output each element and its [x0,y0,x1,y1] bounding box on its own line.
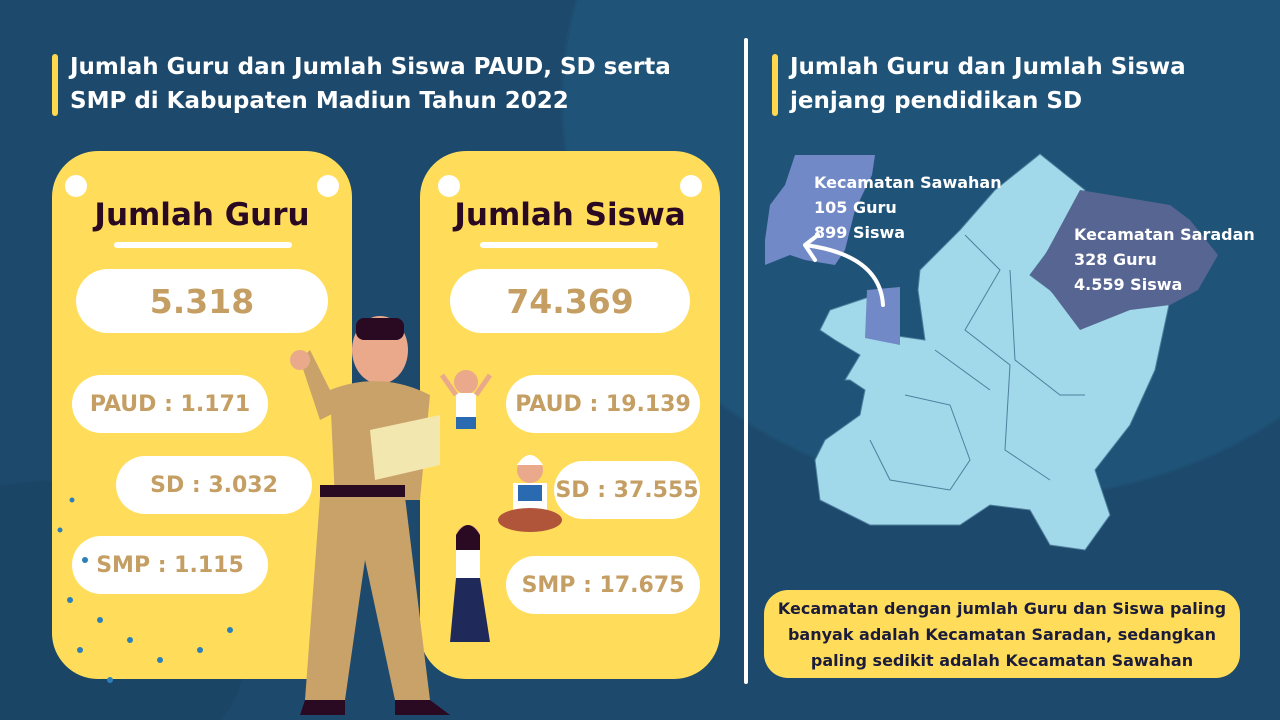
dots-decoration [57,497,233,683]
madiun-map [765,153,1218,551]
guru-sd: SD : 3.032 [116,456,312,514]
siswa-sd: SD : 37.555 [554,461,700,519]
card-hole [317,175,339,197]
divider [744,38,748,684]
arrow-icon [803,233,885,307]
sawahan-guru: 105 Guru [814,198,897,217]
guru-paud: PAUD : 1.171 [72,375,268,433]
card-hole [438,175,460,197]
student-reading-illustration [498,455,562,532]
teacher-illustration [290,316,450,715]
guru-smp: SMP : 1.115 [72,536,268,594]
saradan-name: Kecamatan Saradan [1074,225,1255,244]
card-hole [680,175,702,197]
siswa-smp: SMP : 17.675 [506,556,700,614]
student-boy-illustration [439,370,493,429]
siswa-paud: PAUD : 19.139 [506,375,700,433]
sawahan-label: Kecamatan Sawahan 105 Guru 899 Siswa [814,170,1002,245]
saradan-siswa: 4.559 Siswa [1074,275,1183,294]
right-title: Jumlah Guru dan Jumlah Siswa jenjang pen… [772,50,1212,118]
siswa-total: 74.369 [450,269,690,333]
sawahan-name: Kecamatan Sawahan [814,173,1002,192]
sawahan-siswa: 899 Siswa [814,223,906,242]
student-girl-illustration [450,525,490,642]
siswa-heading: Jumlah Siswa [454,197,686,233]
guru-total: 5.318 [76,269,328,333]
guru-card: Jumlah Guru 5.318 PAUD : 1.171 SD : 3.03… [52,151,352,679]
saradan-label: Kecamatan Saradan 328 Guru 4.559 Siswa [1074,222,1255,297]
saradan-guru: 328 Guru [1074,250,1157,269]
heading-underline [114,242,292,248]
left-title: Jumlah Guru dan Jumlah Siswa PAUD, SD se… [52,50,712,118]
guru-heading: Jumlah Guru [94,197,310,233]
card-hole [65,175,87,197]
map-region-saradan [1030,190,1218,330]
heading-underline [480,242,658,248]
conclusion-note: Kecamatan dengan jumlah Guru dan Siswa p… [764,590,1240,678]
